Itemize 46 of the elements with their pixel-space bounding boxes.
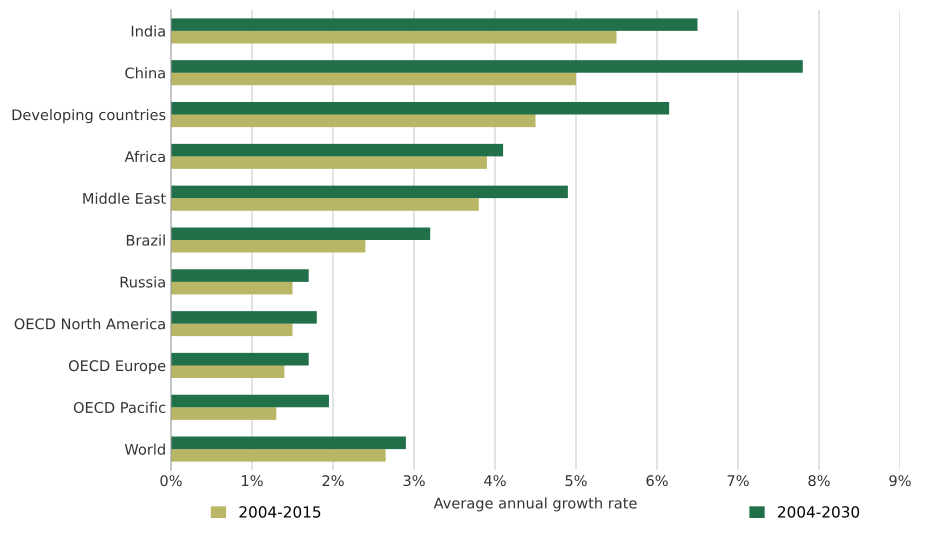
x-axis-title: Average annual growth rate: [434, 497, 637, 512]
bar: [171, 72, 576, 86]
bar: [171, 18, 698, 31]
y-tick-label: Middle East: [83, 192, 166, 204]
x-tick-label: 2%: [322, 475, 344, 486]
x-tick-label: 0%: [160, 475, 182, 486]
x-tick-label: 7%: [728, 475, 749, 486]
bar: [171, 269, 309, 282]
bar: [171, 240, 366, 253]
bar: [171, 156, 487, 169]
y-tick-label: World: [124, 444, 165, 455]
bar: [171, 30, 616, 44]
y-tick-label: OECD North America: [14, 318, 165, 330]
bar: [171, 186, 568, 198]
bar: [171, 114, 536, 128]
x-tick-label: 6%: [646, 475, 668, 486]
bar: [171, 198, 479, 211]
legend-label: 2004-2015: [239, 506, 320, 518]
bar: [171, 102, 670, 115]
x-tick-label: 4%: [484, 475, 506, 486]
bar: [171, 365, 284, 378]
bar: [171, 394, 329, 408]
y-tick-label: Developing countries: [12, 109, 166, 124]
y-tick-label: China: [125, 67, 165, 78]
bar: [171, 407, 276, 420]
x-tick-label: 5%: [566, 475, 587, 486]
bar: [171, 282, 292, 294]
bar: [171, 60, 803, 73]
y-tick-label: OECD Europe: [68, 360, 166, 374]
legend-label: 2004-2030: [778, 506, 860, 518]
y-tick-label: Brazil: [126, 234, 165, 246]
x-tick-label: 3%: [404, 475, 425, 486]
x-tick-label: 8%: [808, 475, 830, 486]
x-tick-label: 9%: [889, 475, 911, 486]
bar: [171, 144, 504, 156]
x-tick-label: 1%: [242, 475, 263, 486]
bar: [171, 227, 430, 240]
bar: [171, 352, 309, 366]
bar: [171, 449, 386, 462]
bar: [171, 436, 406, 450]
y-tick-label: India: [132, 25, 165, 37]
y-tick-label: Russia: [120, 276, 165, 288]
bar: [171, 311, 317, 324]
y-tick-label: OECD Pacific: [74, 402, 166, 414]
y-tick-label: Africa: [124, 150, 165, 162]
bar: [171, 324, 292, 336]
